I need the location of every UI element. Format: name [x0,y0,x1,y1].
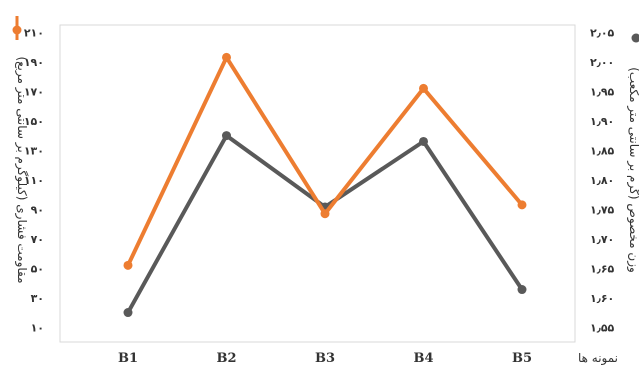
data-point-right [517,285,527,295]
data-point-right [222,131,231,141]
left-tick-label: ۷۰ [31,233,44,246]
series-line-right [126,133,524,315]
right-tick-label: ۱٫۹۵ [590,85,615,98]
right-tick-label: ۱٫۵۵ [590,321,615,334]
data-point-left [222,52,231,62]
plot-area [59,24,576,343]
right-tick-label: ۱٫۶۰ [590,292,614,305]
data-point-right [123,308,133,318]
data-point-left [419,83,428,93]
series-line-left [126,55,524,268]
x-axis-title: نمونه ها [578,351,618,366]
data-point-left [123,260,133,270]
right-tick-label: ۱٫۸۵ [590,144,615,157]
left-tick-label: ۳۰ [31,292,44,305]
left-tick-label: ۹۰ [31,203,44,216]
data-point-left [320,209,330,219]
y-axis-title-right: وزن مخصوص (گرم بر سانتی متر مکعب) [626,67,639,273]
data-point-left [517,200,527,210]
left-tick-label: ۱۱۰ [24,174,44,187]
right-tick-label: ۱٫۹۰ [590,115,614,128]
series-layer [123,52,527,318]
left-axis-legend-marker [12,16,22,40]
data-point-right [419,136,428,146]
x-tick-label: B4 [413,351,433,366]
left-tick-label: ۱۵۰ [24,115,44,128]
left-tick-label: ۱۰ [31,321,44,334]
left-tick-label: ۵۰ [31,262,44,275]
right-tick-label: ۱٫۸۰ [590,174,614,187]
x-tick-label: B3 [315,351,335,366]
left-axis-ticks: ۱۰ ۳۰ ۵۰ ۷۰ ۹۰ ۱۱۰ ۱۳۰ ۱۵۰ ۱۷۰ ۱۹۰ ۲۱۰ [24,26,44,334]
left-tick-label: ۲۱۰ [24,26,44,39]
x-tick-label: B5 [512,351,532,366]
x-tick-label: B1 [118,351,138,366]
left-tick-label: ۱۹۰ [24,56,44,69]
right-tick-label: ۲٫۰۰ [590,56,614,69]
left-tick-label: ۱۳۰ [24,144,44,157]
right-tick-label: ۱٫۷۰ [590,233,614,246]
y-axis-title-left: مقاومت فشاری (کیلوگرم بر سانتی متر مربع) [14,56,29,283]
right-tick-label: ۲٫۰۵ [590,26,615,39]
x-tick-label: B2 [216,351,236,366]
right-tick-label: ۱٫۶۵ [590,262,615,275]
left-tick-label: ۱۷۰ [24,85,44,98]
right-axis-ticks: ۱٫۵۵ ۱٫۶۰ ۱٫۶۵ ۱٫۷۰ ۱٫۷۵ ۱٫۸۰ ۱٫۸۵ ۱٫۹۰ ۱٫۹۵ ۲٫۰۰… [590,26,615,334]
right-tick-label: ۱٫۷۵ [590,203,615,216]
right-axis-legend-marker [631,33,639,43]
x-axis-ticks: B1 B2 B3 B4 B5 [118,351,532,366]
